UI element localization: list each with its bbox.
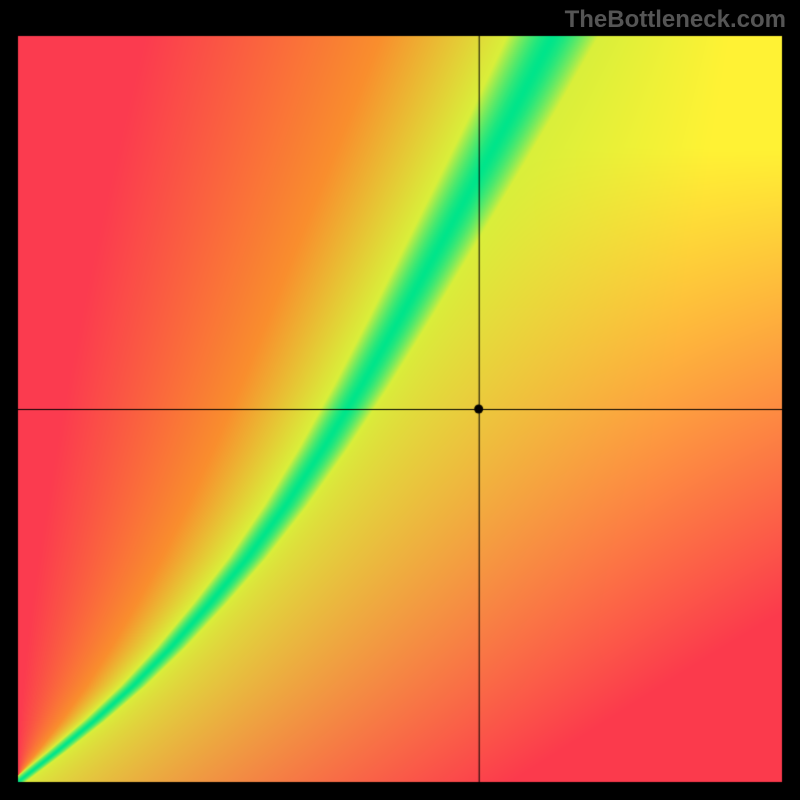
chart-container: TheBottleneck.com <box>0 0 800 800</box>
watermark-text: TheBottleneck.com <box>565 6 786 34</box>
heatmap-canvas <box>0 0 800 800</box>
